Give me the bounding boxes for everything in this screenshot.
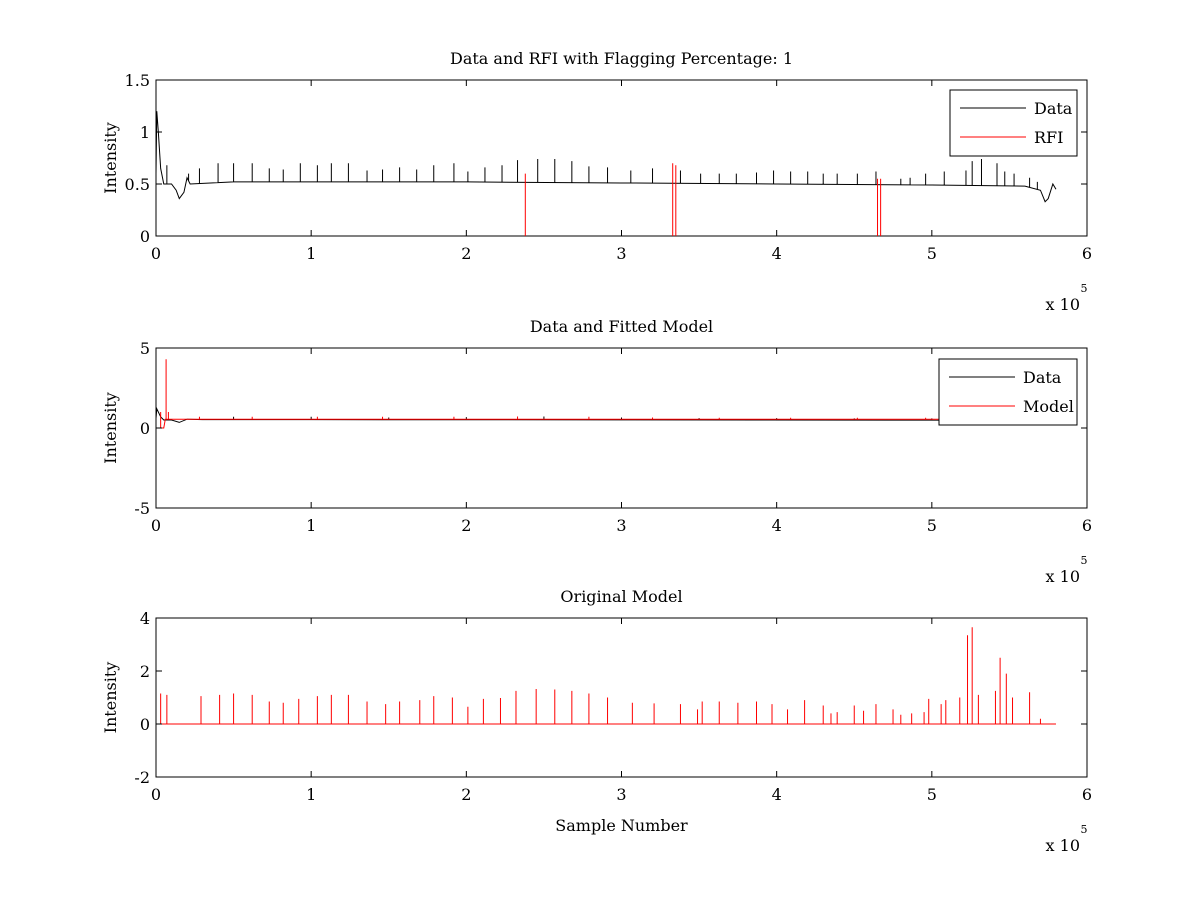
- chart-title: Data and Fitted Model: [530, 317, 713, 336]
- x-tick-label: 5: [927, 785, 937, 804]
- x-tick-label: 3: [616, 785, 626, 804]
- x-tick-label: 3: [616, 516, 626, 535]
- x-axis-multiplier-exponent: 5: [1081, 554, 1088, 567]
- subplot-1: 0 1 2 3 4 5 6 0 0.5 1 1.5 Data and RFI with Flaggin…: [101, 49, 1092, 314]
- y-tick-label: 0: [140, 227, 150, 246]
- y-tick-label: 0.5: [125, 175, 150, 194]
- series-line-data: [155, 111, 1057, 203]
- series-line-model: [156, 359, 1056, 429]
- y-axis-label: Intensity: [101, 122, 120, 194]
- chart-title: Data and RFI with Flagging Percentage: 1: [450, 49, 793, 68]
- y-tick-label: 1: [140, 123, 150, 142]
- x-tick-label: 6: [1082, 516, 1092, 535]
- x-tick-label: 2: [461, 785, 471, 804]
- plot-area-frame: [155, 79, 1088, 237]
- x-tick-label: 5: [927, 244, 937, 263]
- plot-area-frame: [155, 347, 1088, 509]
- legend-entry-model: Model: [1023, 397, 1074, 416]
- x-tick-label: 6: [1082, 785, 1092, 804]
- x-tick-label: 4: [772, 516, 782, 535]
- x-tick-label: 1: [306, 516, 316, 535]
- x-tick-label: 6: [1082, 244, 1092, 263]
- y-tick-label: 2: [140, 662, 150, 681]
- x-tick-label: 4: [772, 244, 782, 263]
- x-tick-label: 3: [616, 244, 626, 263]
- legend: Data Model: [938, 358, 1078, 426]
- subplot-panels: 0 1 2 3 4 5 6 0 0.5 1 1.5 Data and RFI with Flaggin…: [101, 49, 1092, 855]
- x-tick-label: 1: [306, 785, 316, 804]
- x-axis-multiplier-exponent: 5: [1081, 823, 1088, 836]
- x-tick-label: 5: [927, 516, 937, 535]
- x-axis-multiplier: x 10: [1046, 836, 1080, 855]
- x-axis-label: Sample Number: [555, 816, 688, 835]
- y-tick-label: -2: [134, 768, 150, 787]
- x-tick-label: 0: [151, 785, 161, 804]
- chart-title: Original Model: [560, 587, 682, 606]
- x-tick-label: 4: [772, 785, 782, 804]
- x-axis-multiplier-exponent: 5: [1081, 282, 1088, 295]
- legend-entry-data: Data: [1034, 99, 1073, 118]
- y-tick-label: -5: [134, 499, 150, 518]
- y-axis-label: Intensity: [101, 392, 120, 464]
- x-tick-label: 1: [306, 244, 316, 263]
- legend-entry-rfi: RFI: [1034, 128, 1063, 147]
- y-axis-label: Intensity: [101, 662, 120, 734]
- x-tick-label: 0: [151, 244, 161, 263]
- series-line-rfi: [524, 163, 882, 236]
- y-tick-label: 1.5: [125, 71, 150, 90]
- y-tick-label: 5: [140, 339, 150, 358]
- plot-area-frame: [155, 617, 1088, 778]
- y-tick-label: 0: [140, 715, 150, 734]
- x-axis-multiplier: x 10: [1046, 567, 1080, 586]
- legend-box: [938, 358, 1078, 426]
- x-tick-label: 0: [151, 516, 161, 535]
- series-line-series-1: [159, 627, 1056, 725]
- legend-box: [949, 89, 1078, 157]
- legend-entry-data: Data: [1023, 368, 1062, 387]
- y-tick-label: 4: [140, 609, 150, 628]
- x-tick-label: 2: [461, 516, 471, 535]
- y-tick-label: 0: [140, 419, 150, 438]
- x-axis-multiplier: x 10: [1046, 295, 1080, 314]
- x-tick-label: 2: [461, 244, 471, 263]
- legend: Data RFI: [949, 89, 1078, 157]
